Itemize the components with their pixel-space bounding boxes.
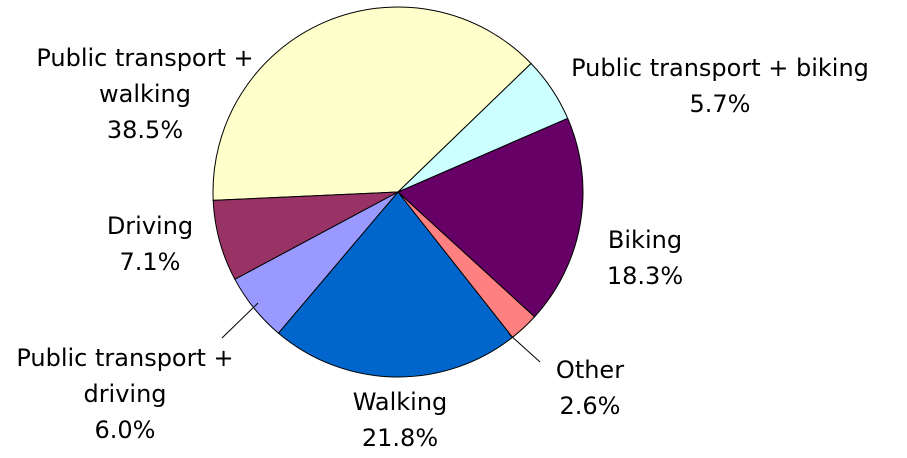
leader-line xyxy=(508,333,541,363)
slice-name: Walking xyxy=(352,388,448,416)
slice-name: Driving xyxy=(106,212,194,240)
slice-label: Public transport + walking 38.5% xyxy=(20,40,270,148)
pie-slice xyxy=(212,6,532,201)
slice-name: Biking xyxy=(607,226,683,254)
pie-slice xyxy=(397,62,569,193)
slice-value: 18.3% xyxy=(606,262,684,290)
slice-name: Other xyxy=(555,356,625,384)
slice-label: Public transport + driving 6.0% xyxy=(0,340,250,448)
leader-line xyxy=(221,302,259,339)
slice-label: Biking 18.3% xyxy=(545,222,745,294)
slice-value: 38.5% xyxy=(106,116,184,144)
slice-name: Public transport + driving xyxy=(16,344,234,408)
slice-value: 6.0% xyxy=(94,416,156,444)
slice-value: 21.8% xyxy=(361,424,439,452)
pie-slice xyxy=(397,117,584,318)
slice-name: Public transport + biking xyxy=(571,54,869,82)
pie-slice xyxy=(277,191,514,378)
slice-label: Public transport + biking 5.7% xyxy=(520,50,907,122)
slice-label: Driving 7.1% xyxy=(75,208,225,280)
slice-label: Other 2.6% xyxy=(515,352,665,424)
slice-label: Walking 21.8% xyxy=(300,384,500,456)
slice-value: 7.1% xyxy=(119,248,181,276)
slice-value: 5.7% xyxy=(689,90,751,118)
slice-value: 2.6% xyxy=(559,392,621,420)
slice-name: Public transport + walking xyxy=(36,44,254,108)
